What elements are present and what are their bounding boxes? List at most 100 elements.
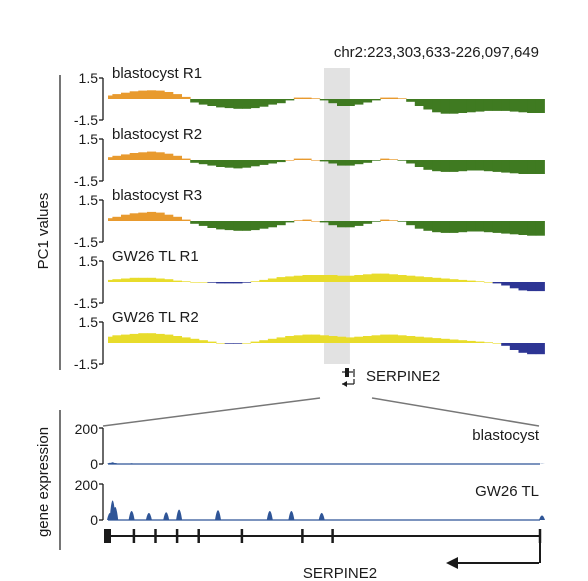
pc1-bar (328, 275, 338, 282)
pc1-tick-label-top: 1.5 (79, 314, 99, 330)
pc1-bar (112, 335, 122, 343)
serpine2-small-glyph (342, 368, 355, 387)
pc1-bar (172, 155, 182, 160)
pc1-bar (164, 153, 174, 160)
pc1-bar (190, 221, 200, 224)
pc1-bar (198, 221, 208, 226)
pc1-series-label: blastocyst R1 (112, 65, 202, 82)
pc1-bar (492, 221, 502, 233)
pc1-bar (406, 99, 416, 102)
pc1-bar (397, 98, 407, 99)
pc1-bar (285, 336, 295, 343)
pc1-bar (432, 277, 442, 282)
pc1-bar (242, 160, 252, 168)
pc1-bar (337, 336, 347, 343)
pc1-bar (388, 220, 398, 221)
pc1-bar (129, 277, 139, 282)
pc1-bar (397, 335, 407, 343)
pc1-bar (501, 282, 511, 286)
pc1-bar (319, 99, 329, 101)
pc1-bar (293, 220, 303, 221)
pc1-bar (233, 282, 243, 284)
pc1-bar (138, 152, 148, 160)
pc1-bar (354, 99, 364, 105)
pc1-bar (483, 282, 493, 283)
expression-track-blastocyst: 200 0 blastocyst (75, 421, 545, 472)
pc1-bar (181, 337, 191, 343)
pc1-bar (276, 337, 286, 343)
pc1-series-label: GW26 TL R2 (112, 309, 199, 326)
pc1-tick-label-bottom: -1.5 (74, 295, 98, 311)
pc1-bar (250, 281, 260, 282)
pc1-bar (172, 216, 182, 221)
pc1-bar (483, 160, 493, 172)
highlight-band (324, 68, 350, 364)
pc1-bar (345, 275, 355, 282)
pc1-bar (475, 221, 485, 232)
pc1-bar (518, 282, 528, 291)
pc1-bar (224, 160, 234, 168)
pc1-bar (380, 158, 390, 160)
pc1-bar (147, 333, 157, 343)
pc1-bar (224, 343, 234, 344)
pc1-bar (216, 99, 226, 108)
expression-peak (266, 510, 273, 520)
strand-arrow (446, 557, 539, 569)
pc1-bar (501, 343, 511, 346)
pc1-bar (181, 219, 191, 221)
pc1-bar (509, 160, 519, 174)
expression-peak (539, 515, 545, 520)
pc1-bar (250, 160, 260, 167)
pc1-bar (172, 280, 182, 282)
pc1-bar (458, 340, 468, 343)
pc1-bar (267, 278, 277, 282)
pc1-bar (242, 221, 252, 231)
pc1-bar (475, 160, 485, 171)
pc1-bar (449, 339, 459, 343)
pc1-bar (216, 343, 226, 344)
pc1-bar (371, 221, 381, 222)
pc1-bar (250, 341, 260, 343)
pc1-bar (224, 99, 234, 109)
pc1-bar (518, 221, 528, 235)
pc1-bar (319, 160, 329, 162)
pc1-bar (423, 337, 433, 343)
pc1-bar (475, 341, 485, 343)
expression-ylabel: gene expression (35, 427, 52, 537)
expression-peak (128, 510, 135, 520)
pc1-bar (388, 97, 398, 99)
pc1-bar (535, 160, 545, 174)
pc1-bar (535, 282, 545, 292)
pc1-bar (380, 219, 390, 221)
pc1-bar (535, 343, 545, 355)
pc1-bar (164, 334, 174, 343)
pc1-bar (155, 278, 165, 282)
pc1-bar (198, 282, 208, 283)
pc1-bar (492, 99, 502, 111)
pc1-bar (371, 273, 381, 282)
pc1-bar (492, 343, 502, 344)
pc1-bar (354, 336, 364, 343)
expression-peak (112, 462, 119, 464)
pc1-bar (250, 99, 260, 109)
pc1-bar (440, 278, 450, 282)
pc1-tick-label-top: 1.5 (79, 131, 99, 147)
pc1-bar (414, 99, 424, 106)
gene-label-top: SERPINE2 (366, 368, 440, 385)
pc1-bar (181, 158, 191, 160)
pc1-series-label: blastocyst R3 (112, 187, 202, 204)
pc1-bar (121, 154, 131, 160)
pc1-bar (337, 275, 347, 282)
pc1-bar (216, 221, 226, 230)
pc1-bar (345, 99, 355, 106)
pc1-bar (276, 221, 286, 226)
pc1-bar (518, 160, 528, 174)
pc1-bar (345, 160, 355, 166)
pc1-bar (293, 275, 303, 282)
pc1-bar (363, 99, 373, 103)
pc1-bar (466, 280, 476, 282)
pc1-bar (363, 221, 373, 224)
pc1-bar (518, 99, 528, 113)
pc1-bar (423, 277, 433, 282)
